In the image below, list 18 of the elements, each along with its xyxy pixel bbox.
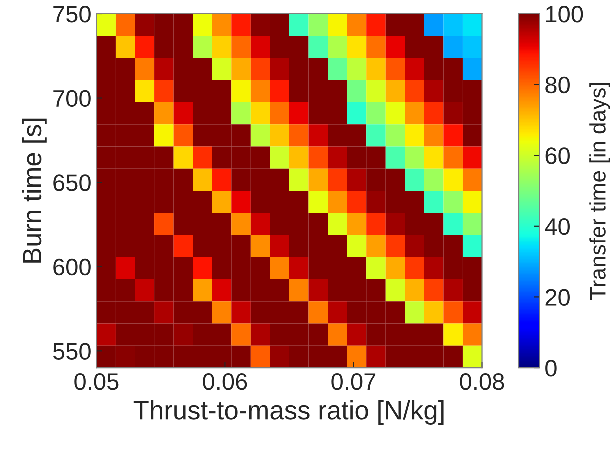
color-bar-label: 100 <box>546 6 584 23</box>
color-bar-label: 0 <box>546 360 557 377</box>
color-bar-label: 20 <box>546 289 570 306</box>
x-tick-label: 0.06 <box>203 374 248 390</box>
color-bar-label: 80 <box>546 76 570 94</box>
y-axis-title: Burn time [s] <box>22 118 47 263</box>
x-tick-label: 0.07 <box>332 374 376 390</box>
y-tick-label: 750 <box>54 6 91 23</box>
color-bar-label: 60 <box>546 148 570 164</box>
y-tick-label: 550 <box>53 343 91 360</box>
y-tick-label: 700 <box>54 90 91 108</box>
x-tick-label: 0.08 <box>460 374 504 390</box>
color-bar-label: 40 <box>545 218 570 236</box>
y-tick-label: 650 <box>54 174 91 192</box>
color-bar-title: Transfer time [in days] <box>590 83 610 300</box>
x-tick-label: 0.05 <box>74 374 119 390</box>
x-axis-title: Thrust-to-mass ratio [N/kg] <box>134 400 444 426</box>
y-tick-label: 600 <box>54 258 91 276</box>
